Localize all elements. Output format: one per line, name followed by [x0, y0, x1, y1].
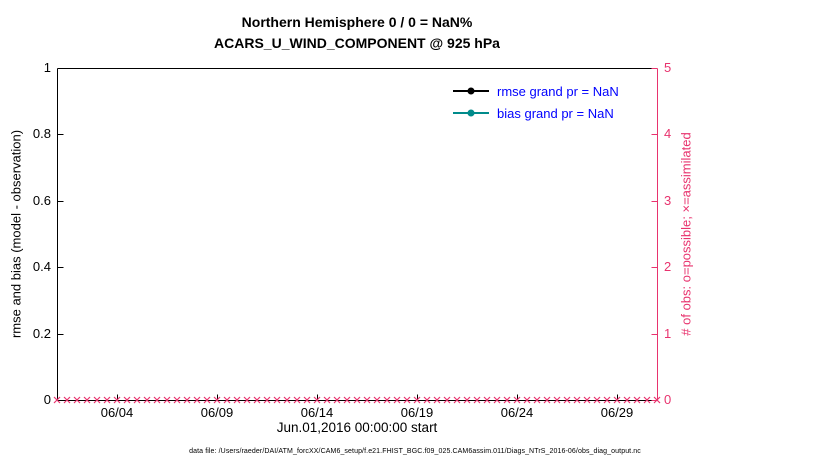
chart-title: Northern Hemisphere 0 / 0 = NaN% ACARS_U…	[57, 12, 657, 54]
legend-entry-bias: bias grand pr = NaN	[453, 102, 619, 124]
y-axis-left-tick-label: 0.6	[32, 192, 51, 208]
axis-ticks	[57, 68, 658, 401]
y-axis-right-tick-label: 4	[664, 126, 672, 142]
x-axis-label: Jun.01,2016 00:00:00 start	[276, 420, 438, 435]
x-axis-tick-label: 06/19	[400, 405, 434, 420]
y-axis-right-tick-label: 2	[664, 259, 672, 275]
y-axis-right-tick-label: 5	[664, 60, 672, 75]
legend-label-bias: bias grand pr = NaN	[497, 105, 614, 121]
chart-title-line2: ACARS_U_WIND_COMPONENT @ 925 hPa	[214, 35, 500, 51]
legend-label-rmse: rmse grand pr = NaN	[497, 83, 619, 99]
y-axis-right-tick-label: 3	[664, 192, 672, 208]
legend-entry-rmse: rmse grand pr = NaN	[453, 80, 619, 102]
data-file-caption: data file: /Users/raeder/DAI/ATM_forcXX/…	[189, 448, 641, 455]
y-axis-left-tick-label: 0.4	[32, 259, 51, 275]
obs-assimilated-markers	[53, 396, 661, 404]
y-axis-left-tick-label: 0	[43, 392, 51, 407]
x-axis-tick-label: 06/04	[100, 405, 134, 420]
x-axis-tick-label: 06/14	[300, 405, 334, 420]
x-axis-tick-label: 06/09	[200, 405, 234, 420]
bias-marker-icon	[467, 109, 475, 117]
y-axis-left-tick-label: 1	[43, 60, 51, 75]
chart-title-line1: Northern Hemisphere 0 / 0 = NaN%	[241, 14, 473, 30]
rmse-marker-icon	[467, 87, 475, 95]
y-axis-right-tick-label: 1	[664, 325, 672, 341]
bias-line-sample	[453, 109, 489, 117]
rmse-line-sample	[453, 87, 489, 95]
legend: rmse grand pr = NaN bias grand pr = NaN	[453, 80, 619, 124]
y-axis-left-tick-label: 0.8	[32, 126, 51, 142]
y-axis-right-tick-label: 0	[664, 392, 672, 407]
x-axis-tick-label: 06/24	[500, 405, 534, 420]
y-axis-left-tick-label: 0.2	[32, 325, 51, 341]
x-axis-tick-label: 06/29	[600, 405, 634, 420]
